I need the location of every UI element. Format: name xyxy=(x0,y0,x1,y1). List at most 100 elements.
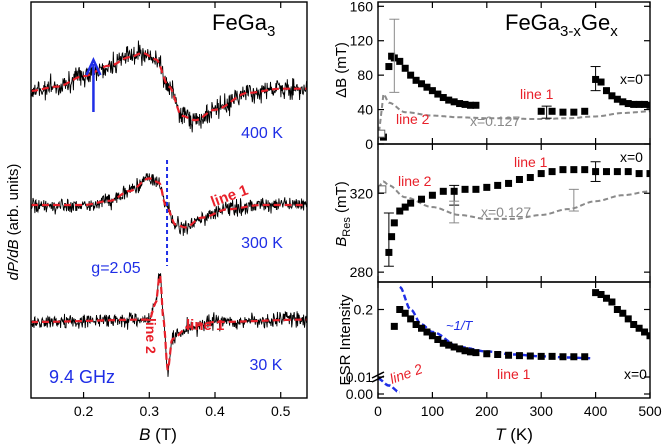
left-plot-frame xyxy=(30,1,308,399)
width-data-point xyxy=(608,92,616,100)
width-data-point xyxy=(461,100,469,108)
intensity-data-point xyxy=(505,351,513,359)
intensity-data-point xyxy=(537,352,545,360)
width-data-point xyxy=(559,108,567,116)
resonance-data-point xyxy=(624,168,632,176)
intensity-data-point xyxy=(401,309,409,317)
right-x-tick-label: 400 xyxy=(584,403,608,419)
left-annotation-marks xyxy=(85,57,169,266)
temperature-label-30k: 30 K xyxy=(250,357,283,374)
width-data-point xyxy=(646,101,650,109)
intensity-data-point xyxy=(466,348,474,356)
resonance-data-point xyxy=(494,181,502,189)
width-open-point xyxy=(378,129,386,138)
width-data-point xyxy=(548,107,556,115)
intensity-data-point xyxy=(646,332,650,340)
left-x-axis-label: B (T) xyxy=(139,425,177,444)
width-data-point xyxy=(418,80,426,88)
intensity-data-point xyxy=(635,324,643,332)
resonance-data-point xyxy=(548,168,556,176)
left-y-axis-label: dP/dB (arb. units) xyxy=(5,164,22,281)
r3-y-tick-label: 0.01 xyxy=(346,369,373,385)
right-top-y-label: ΔB (mT) xyxy=(333,42,350,98)
left-x-ticks: 0.2 0.3 0.4 0.5 xyxy=(74,2,291,419)
right-x-tick-label: 300 xyxy=(530,403,554,419)
intensity-data-point xyxy=(624,315,632,323)
right-axis-ticks: 0 40 80 120 160 280 320 0.000.01 0.2 0 100 200 300 40… xyxy=(346,0,662,419)
width-data-point xyxy=(407,71,415,79)
resonance-data-point xyxy=(483,183,491,191)
resonance-data-point xyxy=(472,185,480,193)
width-data-point xyxy=(602,87,610,95)
width-data-point xyxy=(466,101,474,109)
resonance-data-point xyxy=(537,170,545,178)
frequency-label: 9.4 GHz xyxy=(49,367,115,387)
right-x-tick-label: 200 xyxy=(475,403,499,419)
intensity-data-point xyxy=(619,309,627,317)
resonance-data-point xyxy=(559,166,567,174)
resonance-open-point xyxy=(378,185,387,194)
intensity-data-point xyxy=(613,306,621,313)
r1-y-tick-label: 0 xyxy=(365,136,373,152)
r1-y-tick-label: 40 xyxy=(357,102,373,118)
resonance-data-point xyxy=(646,170,650,178)
esr-fit-curve xyxy=(31,51,307,122)
width-data-point xyxy=(472,101,480,109)
right-x-tick-label: 0 xyxy=(374,403,382,419)
resonance-data-point xyxy=(602,168,610,176)
width-data-point xyxy=(641,100,649,108)
right-x-axis-label: T (K) xyxy=(495,425,533,444)
r3-y-tick-label: 0.00 xyxy=(346,386,373,402)
width-data-point xyxy=(597,78,605,86)
resonance-data-point xyxy=(570,166,578,174)
intensity-data-point xyxy=(602,294,610,302)
r1-x0127-label: x=0.127 xyxy=(470,113,520,129)
left-x-tick-label: 0.5 xyxy=(271,403,291,419)
r1-x0-label: x=0 xyxy=(620,71,643,87)
intensity-panel-data xyxy=(378,285,650,394)
line2-label-30k: line 2 xyxy=(143,318,159,354)
intensity-data-point xyxy=(412,321,420,328)
intensity-data-point xyxy=(592,289,600,297)
intensity-data-point xyxy=(641,328,649,336)
r1-y-tick-label: 120 xyxy=(350,33,374,49)
right-title: FeGa3-xGex xyxy=(505,10,618,40)
intensity-data-point xyxy=(526,352,534,360)
intensity-data-point xyxy=(407,315,415,323)
inverse-t-curve xyxy=(399,285,591,360)
r2-line2-label: line 2 xyxy=(398,173,432,189)
width-data-point xyxy=(439,94,447,102)
r1-y-tick-label: 160 xyxy=(350,0,374,14)
r2-y-tick-label: 280 xyxy=(350,264,374,280)
intensity-data-point xyxy=(428,332,436,340)
right-panels: 0 40 80 120 160 280 320 0.000.01 0.2 0 100 200 300 40… xyxy=(333,0,662,444)
line1-label-30k: line 1 xyxy=(186,317,224,334)
intensity-data-point xyxy=(472,349,480,357)
right-bottom-frame xyxy=(377,281,651,399)
intensity-data-point xyxy=(570,353,578,361)
intensity-data-point xyxy=(423,328,431,336)
temperature-label-400k: 400 K xyxy=(241,125,283,142)
r2-x0127-label: x=0.127 xyxy=(481,204,531,220)
resonance-data-point xyxy=(505,179,513,187)
width-data-point xyxy=(396,57,404,65)
intensity-data-point xyxy=(456,345,464,353)
width-data-point xyxy=(428,87,436,95)
width-data-point xyxy=(619,98,627,106)
resonance-data-point xyxy=(388,233,396,241)
resonance-data-point xyxy=(635,170,643,178)
intensity-data-point xyxy=(396,306,404,313)
resonance-data-point xyxy=(407,199,415,207)
width-data-point xyxy=(434,90,442,98)
r3-line2-label: line 2 xyxy=(388,360,425,387)
intensity-data-point xyxy=(483,350,491,358)
left-fit-curves xyxy=(31,51,307,371)
intensity-data-point xyxy=(418,324,426,332)
width-data-point xyxy=(635,100,643,108)
r3-inverse-t-label: ~1/T xyxy=(446,318,473,333)
r1-line1-label: line 1 xyxy=(520,86,554,102)
resonance-data-point xyxy=(401,203,409,211)
intensity-data-point xyxy=(630,321,638,328)
x0127-resonance-curve xyxy=(378,180,650,220)
